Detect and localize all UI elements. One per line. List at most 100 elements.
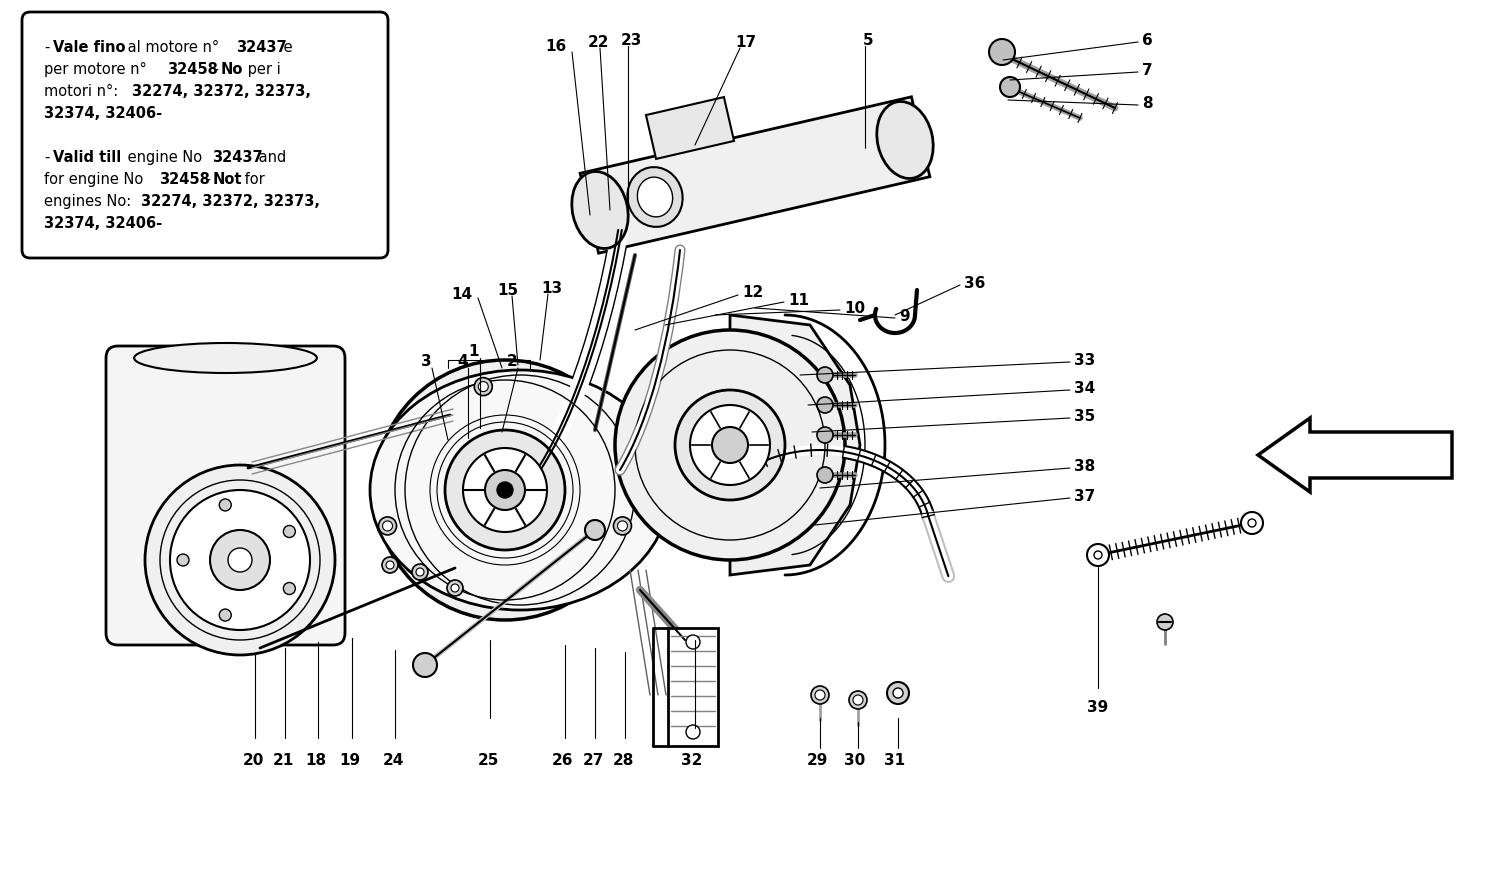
Circle shape [386,561,394,569]
Circle shape [474,378,492,396]
Circle shape [375,360,634,620]
Text: 22: 22 [588,35,609,50]
Polygon shape [1258,418,1452,492]
Text: 18: 18 [306,753,327,768]
Circle shape [413,653,436,677]
Text: al motore n°: al motore n° [123,40,224,55]
Ellipse shape [878,102,933,178]
Circle shape [686,725,700,739]
Text: 37: 37 [1074,488,1095,503]
Circle shape [1156,614,1173,630]
Text: Valid till: Valid till [53,150,122,165]
Circle shape [219,609,231,621]
Text: 19: 19 [339,753,360,768]
Circle shape [614,517,632,535]
Text: 35: 35 [1074,408,1095,423]
Text: 32458: 32458 [166,62,218,77]
Text: engines No:: engines No: [44,194,136,209]
Text: 5: 5 [862,32,873,47]
Text: 14: 14 [452,287,472,301]
Circle shape [1000,77,1020,97]
Text: 30: 30 [844,753,865,768]
Text: 32274, 32372, 32373,: 32274, 32372, 32373, [132,84,310,99]
Text: and: and [254,150,286,165]
Bar [668,628,718,746]
Text: -: - [209,62,224,77]
Circle shape [1240,512,1263,534]
Text: 15: 15 [498,282,519,298]
Text: 33: 33 [1074,353,1095,367]
Text: -: - [201,172,216,187]
Text: 38: 38 [1074,459,1095,473]
Circle shape [1094,551,1102,559]
Text: motori n°:: motori n°: [44,84,123,99]
Circle shape [886,682,909,704]
Text: 25: 25 [477,753,498,768]
Text: 1: 1 [468,344,480,358]
Text: e: e [279,40,292,55]
Text: 32274, 32372, 32373,: 32274, 32372, 32373, [141,194,320,209]
Circle shape [496,482,513,498]
Text: 32374, 32406-: 32374, 32406- [44,216,162,231]
Circle shape [585,520,604,540]
Circle shape [690,405,770,485]
Text: 31: 31 [885,753,906,768]
Text: 23: 23 [621,32,642,47]
Circle shape [219,499,231,511]
Text: for: for [240,172,266,187]
Text: 24: 24 [382,753,404,768]
Text: 17: 17 [735,35,756,50]
Text: 21: 21 [273,753,294,768]
FancyBboxPatch shape [22,12,388,258]
Polygon shape [580,97,930,253]
Circle shape [686,635,700,649]
Text: 11: 11 [788,292,808,307]
Text: 39: 39 [1088,700,1108,715]
Text: 28: 28 [612,753,633,768]
Circle shape [378,517,396,535]
Text: 8: 8 [1142,95,1152,110]
Text: 32437: 32437 [236,40,286,55]
Circle shape [146,465,334,655]
Text: Not: Not [213,172,243,187]
Text: No: No [220,62,243,77]
Circle shape [382,521,393,531]
Circle shape [284,526,296,537]
Text: 9: 9 [898,308,909,323]
Text: 6: 6 [1142,32,1152,47]
Text: 36: 36 [964,275,986,290]
FancyBboxPatch shape [106,346,345,645]
Circle shape [818,467,833,483]
Circle shape [818,397,833,413]
Circle shape [413,564,428,580]
Ellipse shape [638,177,672,217]
Ellipse shape [370,370,670,610]
Text: 20: 20 [243,753,264,768]
Circle shape [177,554,189,566]
Circle shape [447,580,464,596]
Circle shape [446,430,566,550]
Circle shape [1088,544,1108,566]
Text: 32458: 32458 [159,172,210,187]
Text: 7: 7 [1142,62,1152,78]
Text: 27: 27 [582,753,603,768]
Circle shape [712,427,748,463]
Circle shape [988,39,1016,65]
Circle shape [618,521,627,531]
Circle shape [484,470,525,510]
Text: 16: 16 [546,38,567,53]
Circle shape [416,568,424,576]
Text: engine No: engine No [123,150,207,165]
Circle shape [675,390,784,500]
Text: per i: per i [243,62,280,77]
Text: 32437: 32437 [211,150,262,165]
Circle shape [452,584,459,592]
Text: Vale fino: Vale fino [53,40,126,55]
Circle shape [853,695,862,705]
Text: 32374, 32406-: 32374, 32406- [44,106,162,121]
Polygon shape [646,97,734,159]
Ellipse shape [572,171,628,249]
Text: 26: 26 [552,753,573,768]
Text: for engine No: for engine No [44,172,148,187]
Text: 10: 10 [844,300,865,315]
